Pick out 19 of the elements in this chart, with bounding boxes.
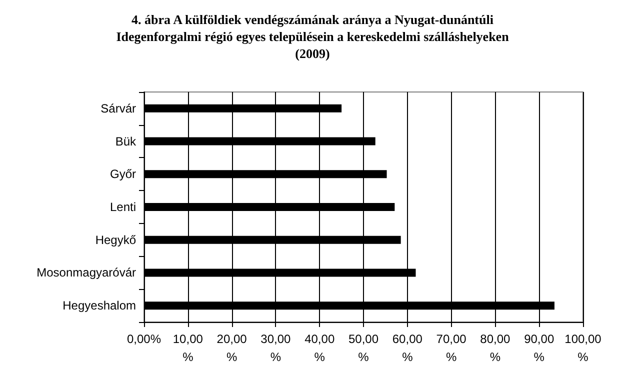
x-tick-label: 70,00 % [436,332,467,364]
x-tick-label: 50,00 % [348,332,379,364]
y-tick-label: Lenti [110,200,136,214]
x-tick-label: 60,00 % [392,332,423,364]
y-tick-label: Bük [115,134,137,148]
x-tick-label: 0,00% [126,332,162,346]
x-tick-label: 10,00 % [172,332,204,364]
x-tick-label: 100,00 % [564,332,602,364]
x-tick-label: 30,00 % [260,332,292,364]
x-tick-label: 20,00 % [216,332,248,364]
y-tick-label: Győr [110,167,136,182]
chart-title: 4. ábra A külföldiek vendégszámának aránya a Nyugat-dunántúli Idegenforgalmi régió egyes településein a kereskedelmi szálláshelyeken (2009) [116,12,510,61]
y-tick-label: Sárvár [100,101,136,116]
x-tick-label: 80,00 % [480,332,511,364]
y-tick-label: Hegyeshalom [62,298,136,313]
y-tick-label: Mosonmagyaróvár [36,266,136,280]
x-tick-label: 90,00 % [524,332,554,364]
y-tick-label: Hegykő [95,232,136,247]
x-tick-label: 40,00 % [304,332,335,364]
